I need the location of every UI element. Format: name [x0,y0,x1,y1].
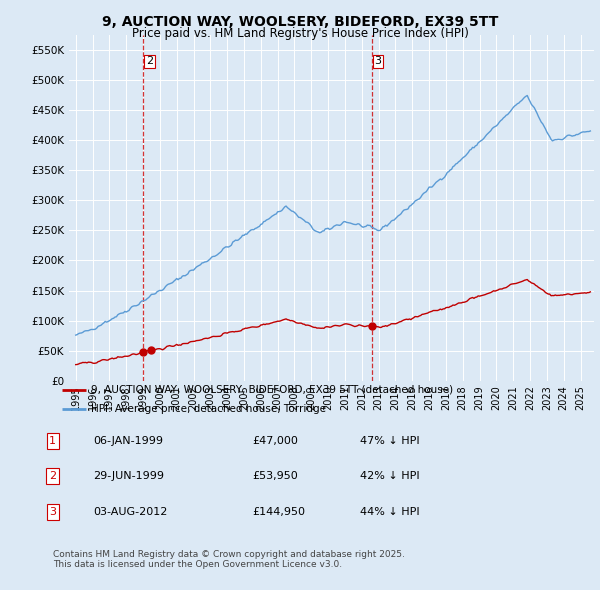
Text: 3: 3 [49,507,56,517]
Text: Price paid vs. HM Land Registry's House Price Index (HPI): Price paid vs. HM Land Registry's House … [131,27,469,40]
Text: 29-JUN-1999: 29-JUN-1999 [93,471,164,481]
Text: £144,950: £144,950 [252,507,305,517]
Text: 9, AUCTION WAY, WOOLSERY, BIDEFORD, EX39 5TT (detached house): 9, AUCTION WAY, WOOLSERY, BIDEFORD, EX39… [91,385,454,395]
Text: 9, AUCTION WAY, WOOLSERY, BIDEFORD, EX39 5TT: 9, AUCTION WAY, WOOLSERY, BIDEFORD, EX39… [102,15,498,29]
Text: 1: 1 [49,436,56,445]
Text: 3: 3 [374,56,381,66]
Text: Contains HM Land Registry data © Crown copyright and database right 2025.
This d: Contains HM Land Registry data © Crown c… [53,550,404,569]
Text: 2: 2 [49,471,56,481]
Text: £47,000: £47,000 [252,436,298,445]
Text: 44% ↓ HPI: 44% ↓ HPI [360,507,419,517]
Text: 2: 2 [146,56,153,66]
Text: 03-AUG-2012: 03-AUG-2012 [93,507,167,517]
Text: 42% ↓ HPI: 42% ↓ HPI [360,471,419,481]
Text: £53,950: £53,950 [252,471,298,481]
Text: HPI: Average price, detached house, Torridge: HPI: Average price, detached house, Torr… [91,404,326,414]
Text: 47% ↓ HPI: 47% ↓ HPI [360,436,419,445]
Text: 06-JAN-1999: 06-JAN-1999 [93,436,163,445]
